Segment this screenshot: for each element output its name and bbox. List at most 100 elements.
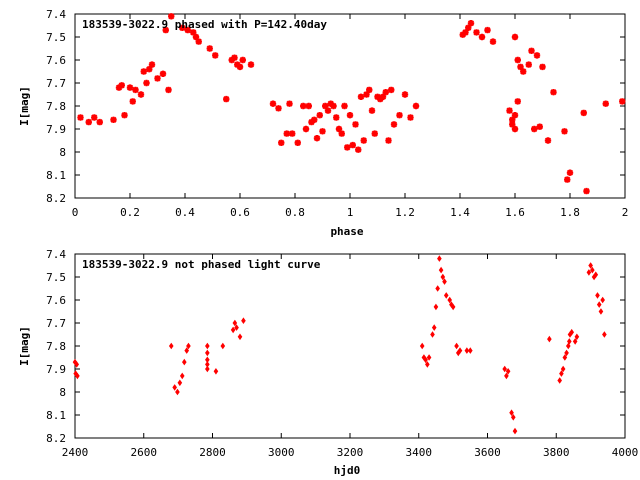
- data-point-star: [509, 121, 516, 128]
- data-point-star: [289, 130, 296, 137]
- phased-y-tick-label: 7.8: [46, 100, 66, 113]
- unphased-y-tick-label: 8.2: [46, 432, 66, 445]
- data-point-star: [407, 114, 414, 121]
- data-point-star: [247, 61, 255, 68]
- data-point-diamond: [437, 255, 442, 262]
- data-point-star: [283, 130, 290, 137]
- data-point-star: [159, 70, 167, 77]
- data-point-diamond: [75, 372, 80, 380]
- data-point-diamond: [560, 365, 566, 373]
- data-point-star: [286, 100, 293, 107]
- phased-x-tick-label: 1.8: [560, 206, 580, 219]
- data-point-star: [465, 24, 472, 31]
- data-point-diamond: [565, 342, 571, 350]
- data-point-star: [115, 84, 123, 91]
- data-point-diamond: [430, 331, 435, 338]
- unphased-light-curve-panel: 2400 2600 2800 3000 3200 3400 3600 3800 4000 7.4 7…: [18, 248, 638, 477]
- data-point-diamond: [232, 319, 238, 327]
- data-point-diamond: [510, 414, 516, 421]
- data-point-star: [148, 61, 156, 68]
- data-point-star: [520, 68, 527, 75]
- data-point-star: [223, 95, 230, 103]
- data-point-star: [77, 114, 84, 121]
- data-point-diamond: [512, 427, 518, 435]
- phased-y-tick-label: 7.4: [46, 8, 66, 21]
- phased-y-tick-label: 8.2: [46, 192, 66, 205]
- data-point-star: [564, 176, 571, 183]
- data-point-star: [269, 100, 277, 107]
- data-point-star: [212, 52, 219, 59]
- unphased-ticks-layer: 2400 2600 2800 3000 3200 3400 3600 3800 4000 7.4 7…: [46, 248, 638, 459]
- data-point-star: [511, 112, 519, 119]
- data-point-diamond: [588, 262, 593, 269]
- phased-x-tick-label: 0.8: [285, 206, 305, 219]
- data-point-diamond: [182, 358, 187, 366]
- data-point-star: [517, 63, 524, 71]
- data-point-star: [110, 116, 117, 123]
- data-point-star: [129, 98, 136, 105]
- data-point-star: [319, 128, 326, 135]
- phased-y-tick-label: 7.7: [46, 77, 66, 90]
- unphased-y-tick-label: 7.7: [46, 317, 66, 330]
- data-point-star: [179, 24, 186, 31]
- data-point-star: [184, 26, 191, 34]
- data-point-star: [467, 20, 475, 27]
- data-point-star: [126, 84, 134, 91]
- unphased-y-tick-label: 7.5: [46, 271, 66, 284]
- phased-x-tick-label: 0.2: [120, 206, 140, 219]
- data-point-star: [382, 89, 389, 96]
- data-point-diamond: [433, 303, 439, 311]
- data-point-star: [341, 102, 348, 110]
- data-point-star: [533, 52, 541, 59]
- data-point-star: [377, 95, 384, 103]
- unphased-x-tick-label: 2600: [131, 446, 158, 459]
- data-point-diamond: [505, 368, 511, 375]
- phased-x-axis-title: phase: [330, 225, 363, 238]
- data-point-star: [506, 107, 513, 114]
- data-point-star: [335, 125, 343, 133]
- phased-light-curve-panel: 0 0.2 0.4 0.6 0.8 1 1.2 1.4 1.6 1.8 2 7.4 7.5 7.6 7.7 7…: [18, 8, 628, 238]
- data-point-star: [619, 98, 626, 105]
- unphased-x-tick-label: 2800: [199, 446, 226, 459]
- data-point-star: [324, 107, 332, 114]
- data-point-diamond: [562, 354, 568, 361]
- data-point-diamond: [598, 308, 604, 315]
- phased-plot-frame: [74, 13, 626, 199]
- data-point-diamond: [464, 347, 470, 354]
- unphased-x-tick-label: 2400: [62, 446, 89, 459]
- data-point-star: [360, 137, 367, 144]
- phased-x-tick-label: 0.6: [230, 206, 250, 219]
- data-point-diamond: [168, 342, 174, 350]
- unphased-y-axis-title: I[mag]: [18, 326, 31, 366]
- data-point-star: [305, 102, 312, 110]
- data-point-star: [366, 86, 373, 94]
- data-point-star: [528, 47, 535, 54]
- data-point-star: [231, 54, 238, 61]
- phased-x-tick-label: 1.2: [395, 206, 415, 219]
- unphased-y-tick-label: 7.6: [46, 294, 66, 307]
- unphased-plot-frame: [74, 253, 626, 439]
- data-point-star: [154, 75, 161, 82]
- data-point-diamond: [431, 324, 437, 331]
- data-point-star: [539, 63, 546, 71]
- data-point-star: [195, 38, 202, 45]
- data-point-diamond: [567, 338, 572, 345]
- data-point-star: [121, 112, 128, 119]
- data-point-star: [531, 125, 538, 133]
- data-point-diamond: [502, 365, 507, 373]
- unphased-x-tick-label: 3800: [543, 446, 570, 459]
- data-point-star: [239, 56, 246, 64]
- data-point-star: [206, 45, 213, 52]
- phased-x-tick-label: 1.6: [505, 206, 525, 219]
- data-point-star: [338, 130, 345, 137]
- data-point-diamond: [447, 296, 452, 304]
- data-point-star: [401, 91, 409, 98]
- data-point-diamond: [184, 347, 190, 354]
- unphased-x-tick-label: 3200: [337, 446, 364, 459]
- data-point-diamond: [175, 388, 180, 396]
- phased-y-tick-label: 7.5: [46, 31, 66, 44]
- data-point-star: [190, 29, 197, 36]
- data-point-star: [388, 86, 395, 94]
- data-point-star: [544, 137, 552, 144]
- data-point-diamond: [443, 292, 449, 299]
